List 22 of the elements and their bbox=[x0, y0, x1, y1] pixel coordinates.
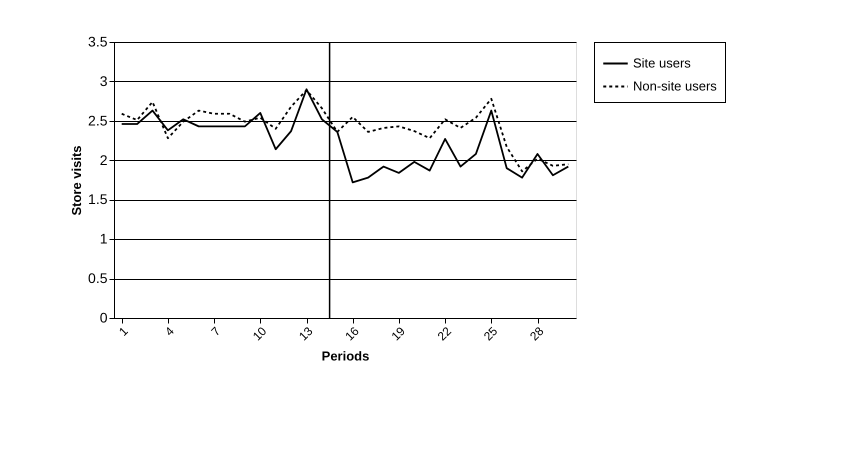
y-tick-label: 2 bbox=[100, 152, 108, 168]
y-tick-label: 1 bbox=[100, 230, 108, 247]
legend-label: Site users bbox=[633, 56, 692, 70]
x-tick-label: 7 bbox=[208, 324, 224, 339]
x-tick-label: 28 bbox=[527, 324, 547, 344]
y-tick-label: 2.5 bbox=[88, 112, 108, 128]
y-tick-label: 3 bbox=[100, 72, 108, 89]
x-axis-title: Periods bbox=[322, 348, 370, 364]
x-tick-label: 4 bbox=[162, 324, 178, 339]
x-tick-label: 25 bbox=[480, 324, 501, 344]
x-tick-label: 1 bbox=[116, 324, 131, 339]
y-axis-title: Store visits bbox=[69, 145, 84, 216]
y-tick-label: 1.5 bbox=[88, 191, 108, 208]
x-tick-label: 16 bbox=[342, 324, 362, 344]
x-tick-label: 10 bbox=[250, 324, 270, 344]
legend-label: Non-site users bbox=[633, 78, 718, 94]
y-tick-label: 0.5 bbox=[88, 270, 108, 286]
x-tick-label: 13 bbox=[296, 324, 316, 344]
y-tick-label: 0 bbox=[100, 310, 108, 326]
x-tick-label: 22 bbox=[434, 324, 454, 344]
y-tick-label: 3.5 bbox=[88, 34, 108, 50]
x-tick-label: 19 bbox=[388, 324, 408, 344]
